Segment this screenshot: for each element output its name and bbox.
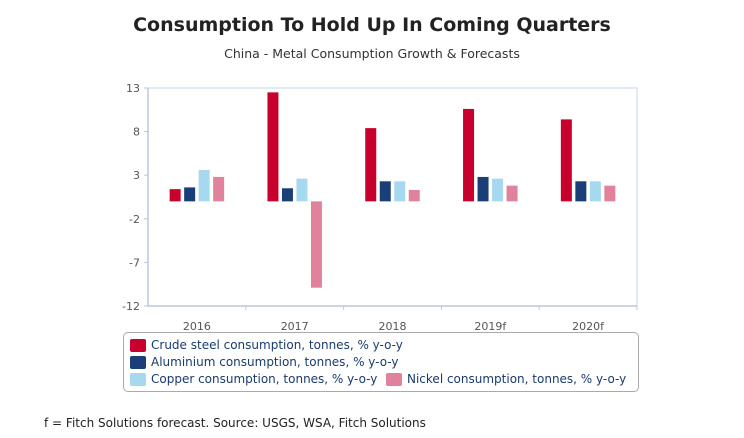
bar-chart: 13 8 3 -2 -7 -12 2016 2017 2018 2019f 2020f [122, 82, 638, 333]
y-tick-label: -2 [129, 213, 140, 226]
legend-item-crude-steel: Crude steel consumption, tonnes, % y-o-y [130, 338, 403, 352]
bar [281, 188, 293, 202]
y-tick-label: 3 [133, 169, 140, 182]
bar [604, 185, 616, 202]
x-tick-label: 2017 [281, 320, 309, 333]
x-tick-label: 2018 [379, 320, 407, 333]
legend-label: Aluminium consumption, tonnes, % y-o-y [151, 355, 399, 369]
legend-swatch [130, 372, 146, 386]
x-tick-label: 2020f [572, 320, 605, 333]
legend-label: Copper consumption, tonnes, % y-o-y [151, 372, 378, 386]
bar [184, 187, 196, 202]
bar [492, 178, 504, 202]
bar [213, 176, 225, 202]
bar [477, 176, 489, 202]
bar [169, 189, 181, 202]
bar [379, 181, 391, 202]
y-tick-label: -7 [129, 256, 140, 269]
legend-swatch [130, 338, 146, 352]
bar [575, 181, 587, 202]
y-tick-label: -12 [122, 300, 140, 313]
bar [365, 128, 377, 202]
footnote: f = Fitch Solutions forecast. Source: US… [44, 416, 426, 430]
x-tick-label: 2016 [183, 320, 211, 333]
legend-swatch [130, 355, 146, 369]
bar [463, 108, 475, 202]
legend-item-copper: Copper consumption, tonnes, % y-o-y [130, 372, 377, 386]
bar [394, 181, 406, 202]
x-tick-label: 2019f [474, 320, 507, 333]
chart-subtitle: China - Metal Consumption Growth & Forec… [224, 46, 520, 61]
bar [310, 201, 322, 288]
bar [408, 190, 420, 202]
chart-title: Consumption To Hold Up In Coming Quarter… [133, 14, 611, 36]
bar [589, 181, 601, 202]
legend-label: Crude steel consumption, tonnes, % y-o-y [151, 338, 403, 352]
legend-item-aluminium: Aluminium consumption, tonnes, % y-o-y [130, 355, 399, 369]
y-tick-label: 13 [126, 82, 140, 95]
legend-label: Nickel consumption, tonnes, % y-o-y [407, 372, 627, 386]
y-tick-label: 8 [133, 126, 140, 139]
bar [267, 92, 279, 202]
bar [560, 119, 572, 202]
bar [296, 178, 308, 202]
legend-item-nickel: Nickel consumption, tonnes, % y-o-y [386, 372, 626, 386]
bar [198, 169, 210, 202]
bar [506, 185, 518, 202]
legend: Crude steel consumption, tonnes, % y-o-y… [123, 332, 639, 392]
legend-swatch [386, 372, 402, 386]
